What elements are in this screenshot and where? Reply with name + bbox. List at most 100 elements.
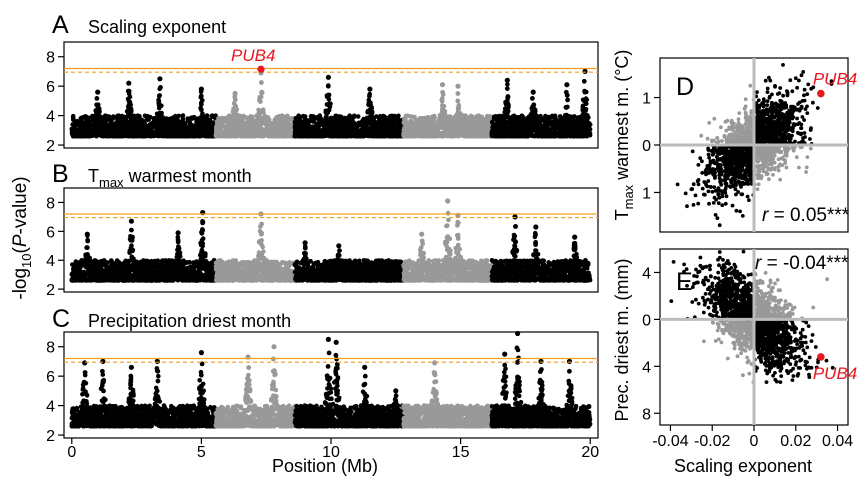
snp-point [562,129,568,135]
snp-point [277,125,282,131]
snp-point [395,116,401,121]
peak-point [530,96,535,101]
peak-point [95,108,101,114]
snp-point [284,114,289,119]
snp-point [389,113,395,119]
snp-point [257,131,263,137]
snp-point [275,115,280,121]
peak-point [530,115,536,120]
snp-point [208,120,213,125]
snp-point [411,133,416,139]
snp-point [184,133,190,139]
snp-point [464,116,469,121]
peak-point [581,98,587,104]
snp-point [383,121,389,126]
snp-point [73,121,78,127]
y-tick-label: 4 [46,253,55,270]
snp-point [432,124,438,130]
peak-point [530,108,536,114]
snp-point [125,133,131,138]
snp-point [417,124,422,130]
snp-point [557,133,563,139]
snp-point [413,117,418,122]
snp-point [118,123,124,128]
snp-point [543,128,548,133]
snp-point [119,132,124,137]
peak-point [95,89,101,95]
peak-point [259,89,265,95]
peak-point [326,92,332,98]
snp-point [547,133,552,139]
peak-point [504,119,509,125]
snp-point [282,119,287,125]
peak-point [233,103,238,109]
snp-point [194,130,200,136]
peak-point [456,105,462,111]
snp-point [563,125,568,130]
snp-point [550,124,556,129]
peak-point [455,83,461,89]
snp-point [352,113,357,119]
peak-point [95,102,101,108]
snp-point [413,129,419,134]
peak-point [455,120,461,126]
snp-point [104,117,109,122]
snp-point [303,133,309,139]
snp-point [550,113,555,119]
snp-point [432,115,437,120]
snp-point [498,133,503,139]
snp-point [108,121,113,127]
peak-point [563,89,569,95]
snp-point [357,122,363,128]
snp-point [201,129,206,134]
snp-point [108,115,114,120]
panel-a-letter: A [52,11,69,39]
peak-point [325,74,331,80]
snp-point [355,114,361,119]
snp-point [518,122,523,127]
snp-point [403,113,409,119]
peak-point [95,121,101,127]
snp-point [298,127,303,132]
peak-point [439,82,446,88]
snp-point [226,120,231,126]
snp-point [276,130,281,136]
snp-point [284,128,289,134]
peak-point [367,107,373,113]
peak-point [157,119,163,125]
snp-point [176,113,182,119]
snp-point [503,124,509,130]
peak-point [326,101,332,107]
snp-point [346,115,352,120]
snp-point [180,116,186,122]
snp-point [281,133,287,139]
snp-point [547,118,552,124]
snp-point [222,116,228,121]
peak-point [440,89,445,95]
peak-point [258,108,264,114]
snp-point [378,122,384,128]
peak-point [455,91,461,96]
snp-point [475,116,481,121]
snp-point [557,127,563,133]
snp-point [435,133,440,138]
snp-point [490,128,495,134]
snp-point [208,127,214,133]
peak-point [367,86,373,92]
peak-point [505,94,511,100]
snp-point [279,113,285,118]
snp-point [571,133,576,139]
peak-point [95,115,101,120]
snp-point [310,117,316,123]
snp-point [514,115,520,120]
peak-point [565,97,570,103]
peak-point [504,77,510,83]
snp-point [297,133,302,139]
snp-point [467,124,472,130]
snp-point [412,125,418,130]
panel-b-letter: B [52,160,69,188]
peak-point [564,82,570,88]
snp-point [491,116,497,122]
